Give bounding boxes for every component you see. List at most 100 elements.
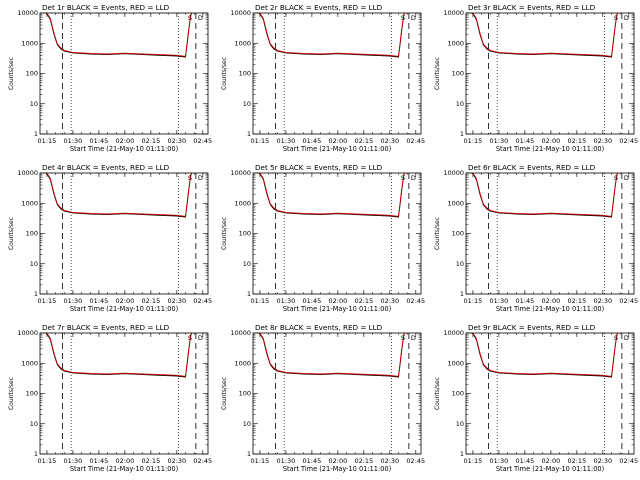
marker-label: S bbox=[401, 174, 405, 182]
marker-label: D bbox=[198, 334, 203, 342]
x-tick-label: 01:45 bbox=[90, 297, 109, 305]
x-tick-label: 02:00 bbox=[328, 137, 347, 145]
x-tick-label: 01:15 bbox=[464, 457, 483, 465]
x-tick-label: 02:45 bbox=[193, 457, 212, 465]
x-tick-label: 01:15 bbox=[38, 297, 57, 305]
x-tick-label: 02:15 bbox=[567, 297, 586, 305]
x-tick-label: 02:45 bbox=[193, 137, 212, 145]
x-axis-label: Start Time (21-May-10 01:11:00) bbox=[70, 305, 178, 313]
chart-title: Det 8r BLACK = Events, RED = LLD bbox=[255, 323, 383, 332]
x-axis-label: Start Time (21-May-10 01:11:00) bbox=[283, 465, 391, 473]
x-axis-label: Start Time (21-May-10 01:11:00) bbox=[496, 145, 604, 153]
marker-label: S bbox=[188, 174, 192, 182]
y-tick-label: 100 bbox=[452, 230, 464, 238]
y-tick-label: 10 bbox=[456, 420, 464, 428]
y-tick-label: 10000 bbox=[443, 9, 464, 17]
x-tick-label: 01:30 bbox=[64, 297, 83, 305]
plot-frame bbox=[465, 172, 635, 295]
y-tick-label: 1 bbox=[247, 290, 251, 298]
chart-title: Det 2r BLACK = Events, RED = LLD bbox=[255, 3, 383, 12]
x-tick-label: 01:15 bbox=[464, 137, 483, 145]
chart-panel-det-9: Det 9r BLACK = Events, RED = LLD 1 10 100 10… bbox=[434, 323, 638, 473]
y-axis-label: Counts/sec bbox=[8, 57, 15, 90]
x-tick-label: 01:45 bbox=[516, 457, 535, 465]
chart-title: Det 9r BLACK = Events, RED = LLD bbox=[468, 323, 596, 332]
series-line-lld bbox=[259, 173, 405, 217]
y-tick-label: 1 bbox=[34, 450, 38, 458]
marker-label: D bbox=[624, 14, 629, 22]
x-tick-label: 01:30 bbox=[277, 297, 296, 305]
x-tick-label: 02:30 bbox=[167, 137, 186, 145]
plot-frame bbox=[252, 332, 422, 455]
x-tick-label: 02:30 bbox=[380, 457, 399, 465]
marker-label: S bbox=[401, 334, 405, 342]
x-axis-label: Start Time (21-May-10 01:11:00) bbox=[496, 465, 604, 473]
y-tick-label: 1000 bbox=[447, 359, 464, 367]
chart-title: Det 7r BLACK = Events, RED = LLD bbox=[42, 323, 170, 332]
x-tick-label: 01:45 bbox=[516, 137, 535, 145]
x-tick-label: 02:30 bbox=[593, 457, 612, 465]
x-tick-label: 01:45 bbox=[303, 457, 322, 465]
plot-area bbox=[257, 173, 410, 294]
marker-label: D bbox=[624, 174, 629, 182]
marker-label: S bbox=[188, 14, 192, 22]
x-tick-label: 02:45 bbox=[619, 457, 638, 465]
series-line-lld bbox=[259, 333, 405, 377]
chart-panel-det-3: Det 3r BLACK = Events, RED = LLD 1 10 100 10… bbox=[434, 3, 638, 153]
plot-area bbox=[257, 13, 410, 134]
x-tick-label: 02:30 bbox=[167, 297, 186, 305]
y-axis-label: Counts/sec bbox=[8, 217, 15, 250]
chart-title: Det 3r BLACK = Events, RED = LLD bbox=[468, 3, 596, 12]
marker-label: D bbox=[198, 174, 203, 182]
y-tick-label: 100 bbox=[452, 390, 464, 398]
y-tick-label: 10000 bbox=[230, 9, 251, 17]
x-tick-label: 02:45 bbox=[406, 457, 425, 465]
x-tick-label: 02:45 bbox=[406, 297, 425, 305]
chart-title: Det 1r BLACK = Events, RED = LLD bbox=[42, 3, 170, 12]
y-axis-label: Counts/sec bbox=[8, 377, 15, 410]
x-axis-label: Start Time (21-May-10 01:11:00) bbox=[70, 145, 178, 153]
y-tick-label: 10000 bbox=[230, 169, 251, 177]
series-line-lld bbox=[472, 173, 618, 217]
x-tick-label: 01:30 bbox=[64, 137, 83, 145]
y-tick-label: 1 bbox=[460, 290, 464, 298]
x-tick-label: 01:15 bbox=[38, 137, 57, 145]
x-tick-label: 01:45 bbox=[516, 297, 535, 305]
y-tick-label: 1000 bbox=[21, 359, 38, 367]
x-tick-label: 02:15 bbox=[354, 137, 373, 145]
y-tick-label: 1000 bbox=[234, 199, 251, 207]
x-tick-label: 01:45 bbox=[90, 137, 109, 145]
plot-area bbox=[44, 13, 197, 134]
x-tick-label: 02:00 bbox=[115, 137, 134, 145]
y-tick-label: 100 bbox=[239, 70, 251, 78]
y-tick-label: 1000 bbox=[234, 39, 251, 47]
x-tick-label: 01:15 bbox=[251, 137, 270, 145]
x-tick-label: 02:30 bbox=[593, 297, 612, 305]
x-tick-label: 02:15 bbox=[567, 137, 586, 145]
y-tick-label: 1 bbox=[460, 450, 464, 458]
marker-label: D bbox=[411, 174, 416, 182]
y-tick-label: 10000 bbox=[17, 169, 38, 177]
x-tick-label: 01:45 bbox=[303, 297, 322, 305]
x-tick-label: 01:30 bbox=[64, 457, 83, 465]
y-tick-label: 10 bbox=[243, 260, 251, 268]
x-tick-label: 02:00 bbox=[115, 457, 134, 465]
chart-title: Det 5r BLACK = Events, RED = LLD bbox=[255, 163, 383, 172]
x-tick-label: 02:00 bbox=[328, 297, 347, 305]
chart-title: Det 4r BLACK = Events, RED = LLD bbox=[42, 163, 170, 172]
x-tick-label: 02:15 bbox=[354, 457, 373, 465]
x-tick-label: 02:30 bbox=[167, 457, 186, 465]
plot-area bbox=[470, 333, 623, 454]
chart-panel-det-6: Det 6r BLACK = Events, RED = LLD 1 10 100 10… bbox=[434, 163, 638, 313]
marker-label: S bbox=[188, 334, 192, 342]
x-tick-label: 01:45 bbox=[303, 137, 322, 145]
chart-panel-det-5: Det 5r BLACK = Events, RED = LLD 1 10 100 10… bbox=[221, 163, 425, 313]
series-line-lld bbox=[472, 13, 618, 57]
y-tick-label: 100 bbox=[26, 390, 38, 398]
y-tick-label: 10 bbox=[243, 100, 251, 108]
plot-frame bbox=[39, 332, 209, 455]
plot-frame bbox=[252, 12, 422, 135]
y-tick-label: 100 bbox=[452, 70, 464, 78]
series-line-lld bbox=[472, 333, 618, 377]
